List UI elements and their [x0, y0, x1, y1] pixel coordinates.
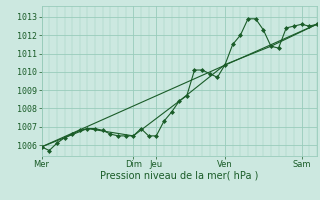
X-axis label: Pression niveau de la mer( hPa ): Pression niveau de la mer( hPa )	[100, 171, 258, 181]
